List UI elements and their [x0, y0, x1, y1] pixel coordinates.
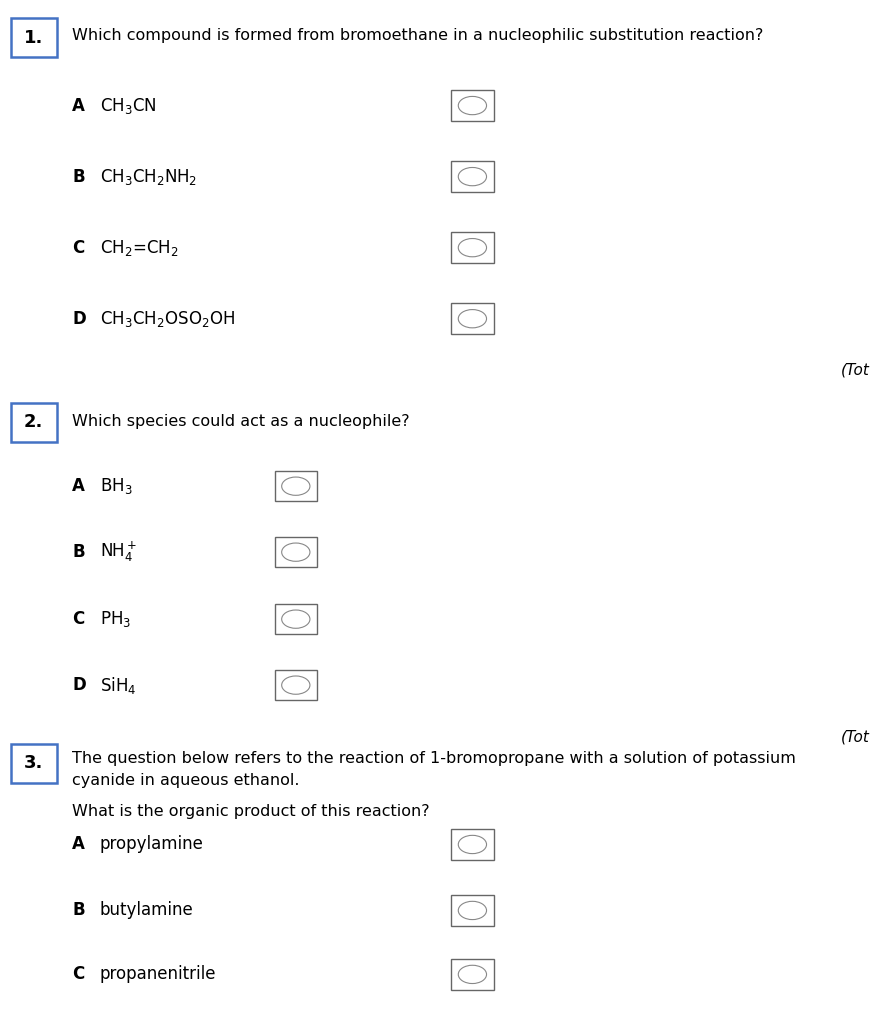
Bar	[451, 161, 494, 192]
Text: (Tot: (Tot	[841, 730, 870, 744]
Ellipse shape	[282, 610, 310, 628]
Text: B: B	[72, 901, 85, 920]
Bar	[275, 471, 317, 501]
Text: A: A	[72, 96, 86, 115]
Text: PH$_3$: PH$_3$	[100, 609, 131, 629]
Text: C: C	[72, 965, 85, 984]
Bar	[451, 303, 494, 334]
Text: 3.: 3.	[24, 754, 43, 772]
Bar	[451, 90, 494, 121]
Text: What is the organic product of this reaction?: What is the organic product of this reac…	[72, 804, 430, 819]
Text: Which species could act as a nucleophile?: Which species could act as a nucleophile…	[72, 414, 410, 429]
Bar	[451, 959, 494, 990]
Text: CH$_3$CH$_2$OSO$_2$OH: CH$_3$CH$_2$OSO$_2$OH	[100, 309, 235, 329]
Text: B: B	[72, 543, 85, 561]
Bar	[451, 829, 494, 860]
Ellipse shape	[282, 477, 310, 495]
Text: D: D	[72, 676, 87, 694]
Text: D: D	[72, 310, 87, 328]
Ellipse shape	[458, 310, 487, 328]
Text: The question below refers to the reaction of 1-bromopropane with a solution of p: The question below refers to the reactio…	[72, 751, 796, 766]
Text: A: A	[72, 477, 86, 495]
Bar	[11, 744, 57, 783]
Text: 2.: 2.	[24, 413, 43, 431]
Text: (Tot: (Tot	[841, 363, 870, 378]
Ellipse shape	[458, 835, 487, 854]
Bar	[11, 403, 57, 442]
Text: C: C	[72, 610, 85, 628]
Ellipse shape	[282, 543, 310, 561]
Ellipse shape	[458, 239, 487, 257]
Text: SiH$_4$: SiH$_4$	[100, 675, 136, 695]
Text: 1.: 1.	[24, 28, 43, 47]
Text: B: B	[72, 167, 85, 186]
Ellipse shape	[282, 676, 310, 694]
Bar	[451, 232, 494, 263]
Text: NH$_4^+$: NH$_4^+$	[100, 540, 137, 564]
Text: propylamine: propylamine	[100, 835, 204, 854]
Text: propanenitrile: propanenitrile	[100, 965, 216, 984]
Ellipse shape	[458, 965, 487, 984]
Text: CH$_3$CH$_2$NH$_2$: CH$_3$CH$_2$NH$_2$	[100, 166, 197, 187]
Text: Which compound is formed from bromoethane in a nucleophilic substitution reactio: Which compound is formed from bromoethan…	[72, 28, 764, 44]
Bar	[11, 18, 57, 57]
Bar	[275, 670, 317, 700]
Text: C: C	[72, 239, 85, 257]
Text: CH$_2$=CH$_2$: CH$_2$=CH$_2$	[100, 238, 178, 258]
Bar	[451, 895, 494, 926]
Ellipse shape	[458, 96, 487, 115]
Ellipse shape	[458, 167, 487, 186]
Ellipse shape	[458, 901, 487, 920]
Text: CH$_3$CN: CH$_3$CN	[100, 95, 156, 116]
Text: A: A	[72, 835, 86, 854]
Text: butylamine: butylamine	[100, 901, 193, 920]
Text: BH$_3$: BH$_3$	[100, 476, 132, 496]
Bar	[275, 604, 317, 634]
Bar	[275, 537, 317, 567]
Text: cyanide in aqueous ethanol.: cyanide in aqueous ethanol.	[72, 773, 300, 789]
